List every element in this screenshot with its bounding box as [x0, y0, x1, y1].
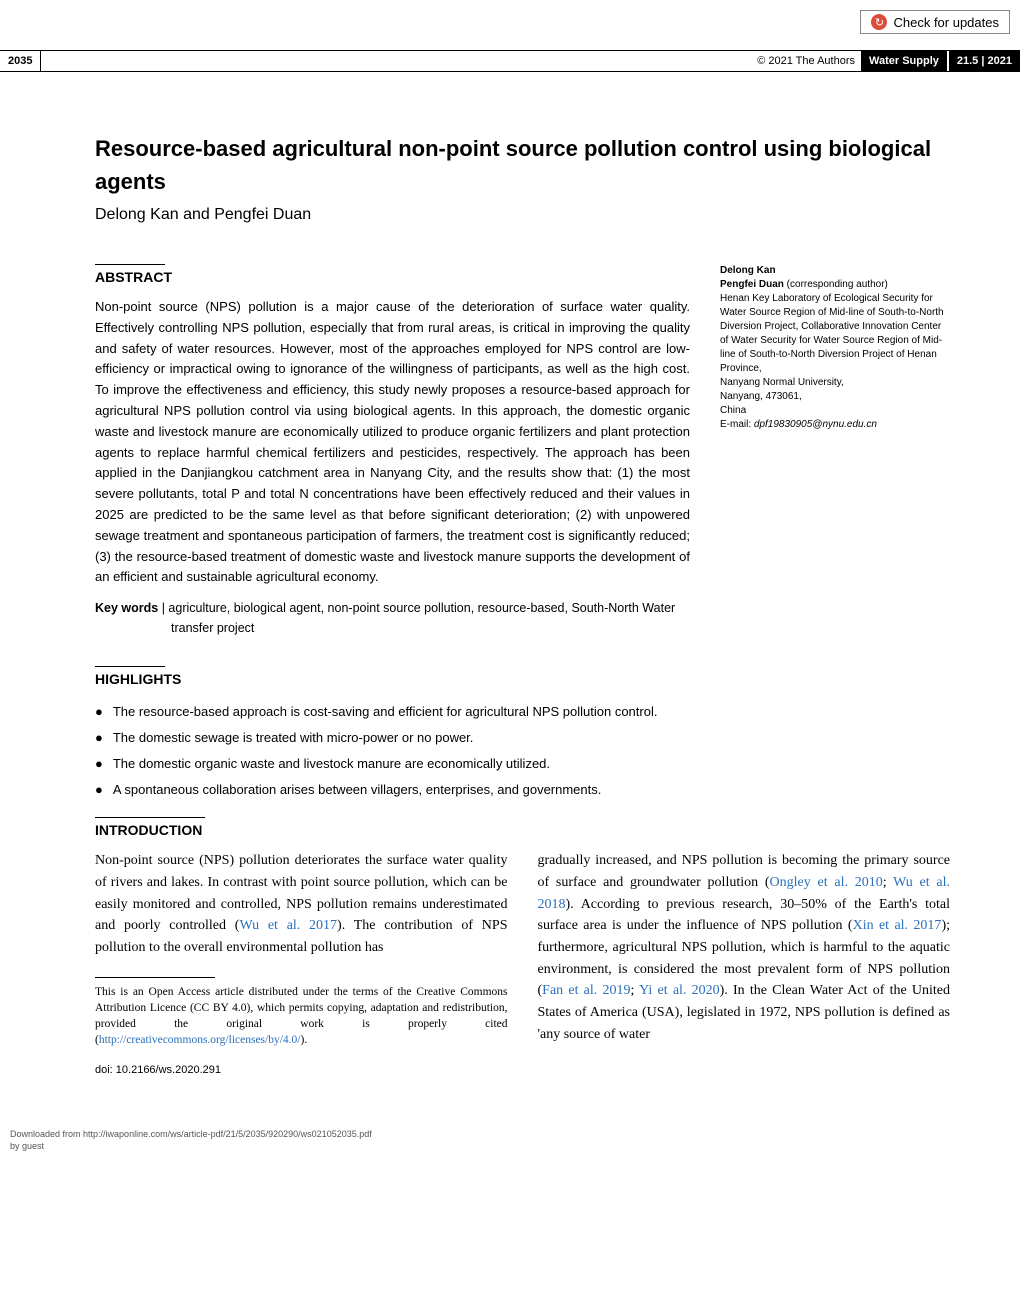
affiliation-author-2: Pengfei Duan (corresponding author) — [720, 278, 950, 292]
page-content: Resource-based agricultural non-point so… — [0, 72, 1020, 1099]
citation-link[interactable]: Fan et al. 2019 — [542, 983, 630, 998]
journal-name: Water Supply — [861, 51, 947, 71]
keywords: Key words | agriculture, biological agen… — [95, 598, 690, 638]
introduction-columns: Non-point source (NPS) pollution deterio… — [95, 850, 950, 1079]
keywords-text: agriculture, biological agent, non-point… — [168, 601, 675, 635]
running-header: 2035 © 2021 The Authors Water Supply 21.… — [0, 50, 1020, 72]
check-updates-icon: ↻ — [871, 14, 887, 30]
page-number: 2035 — [0, 51, 41, 71]
highlights-heading: HIGHLIGHTS — [95, 671, 950, 687]
footnote-rule — [95, 977, 215, 978]
intro-column-right: gradually increased, and NPS pollution i… — [538, 850, 951, 1079]
affiliations-column: Delong Kan Pengfei Duan (corresponding a… — [720, 264, 950, 638]
section-rule — [95, 817, 205, 818]
citation-link[interactable]: Ongley et al. 2010 — [770, 875, 883, 890]
citation-link[interactable]: Xin et al. 2017 — [853, 918, 942, 933]
issue-number: 21.5 | 2021 — [949, 51, 1020, 71]
abstract-and-affiliations: ABSTRACT Non-point source (NPS) pollutio… — [95, 264, 950, 638]
affiliation-author-1: Delong Kan — [720, 264, 950, 278]
intro-paragraph: Non-point source (NPS) pollution deterio… — [95, 850, 508, 958]
header-right: © 2021 The Authors Water Supply 21.5 | 2… — [751, 51, 1020, 71]
affiliation-line: Nanyang, 473061, — [720, 390, 950, 404]
copyright-text: © 2021 The Authors — [751, 55, 861, 67]
intro-column-left: Non-point source (NPS) pollution deterio… — [95, 850, 508, 1079]
affiliation-email: E-mail: dpf19830905@nynu.edu.cn — [720, 418, 950, 432]
article-title: Resource-based agricultural non-point so… — [95, 132, 950, 198]
abstract-column: ABSTRACT Non-point source (NPS) pollutio… — [95, 264, 690, 638]
section-rule — [95, 264, 165, 265]
doi: doi: 10.2166/ws.2020.291 — [95, 1062, 508, 1079]
affiliation-line: Nanyang Normal University, — [720, 376, 950, 390]
highlights-list: The resource-based approach is cost-savi… — [95, 699, 950, 803]
abstract-heading: ABSTRACT — [95, 269, 690, 285]
highlight-item: The resource-based approach is cost-savi… — [95, 699, 950, 725]
section-rule — [95, 666, 165, 667]
download-note: Downloaded from http://iwaponline.com/ws… — [0, 1129, 1020, 1152]
highlight-item: The domestic sewage is treated with micr… — [95, 725, 950, 751]
check-updates-label: Check for updates — [893, 15, 999, 30]
affiliation-line: China — [720, 404, 950, 418]
author-list: Delong Kan and Pengfei Duan — [95, 206, 950, 224]
license-link[interactable]: http://creativecommons.org/licenses/by/4… — [99, 1034, 301, 1046]
citation-link[interactable]: Wu et al. 2017 — [239, 918, 337, 933]
citation-link[interactable]: Yi et al. 2020 — [639, 983, 720, 998]
highlight-item: The domestic organic waste and livestock… — [95, 751, 950, 777]
keywords-label: Key words — [95, 601, 158, 615]
intro-paragraph: gradually increased, and NPS pollution i… — [538, 850, 951, 1045]
check-for-updates-badge[interactable]: ↻ Check for updates — [860, 10, 1010, 34]
highlight-item: A spontaneous collaboration arises betwe… — [95, 777, 950, 803]
abstract-text: Non-point source (NPS) pollution is a ma… — [95, 297, 690, 588]
affiliation-line: Henan Key Laboratory of Ecological Secur… — [720, 292, 950, 376]
license-footnote: This is an Open Access article distribut… — [95, 984, 508, 1048]
introduction-heading: INTRODUCTION — [95, 822, 950, 838]
